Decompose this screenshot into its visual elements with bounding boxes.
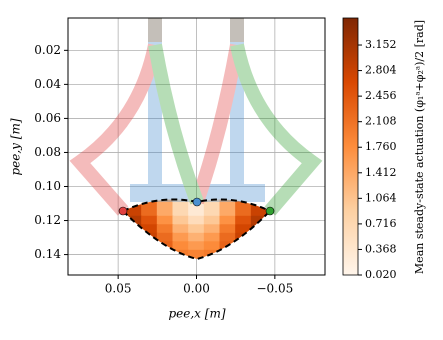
y-tick-label: 0.06 xyxy=(34,111,61,125)
colorbar-tick-label: 2.456 xyxy=(365,89,397,102)
heat-cell xyxy=(250,249,270,259)
heat-cell xyxy=(219,199,237,217)
y-tick-label: 0.08 xyxy=(34,145,61,159)
heat-cell xyxy=(141,215,158,226)
colorbar xyxy=(342,17,359,276)
heat-cell xyxy=(235,215,252,226)
x-tick-label: 0.05 xyxy=(105,282,132,296)
colorbar-tick-label: 0.020 xyxy=(365,268,397,281)
heat-cell xyxy=(203,232,221,243)
robot-overlay xyxy=(69,18,323,216)
heat-cell xyxy=(172,224,190,234)
heat-cell xyxy=(219,232,237,243)
x-tick-label: 0.00 xyxy=(183,282,210,296)
heat-cell xyxy=(203,199,221,217)
x-tick-label: −0.05 xyxy=(256,282,293,296)
colorbar-tick-label: 3.152 xyxy=(365,38,397,51)
heat-cell xyxy=(156,215,174,226)
heat-cell xyxy=(203,241,221,251)
heat-cell xyxy=(172,232,190,243)
heat-cell xyxy=(141,241,158,251)
heat-cell xyxy=(235,241,252,251)
heat-cell xyxy=(188,224,205,234)
heat-cell xyxy=(156,249,174,259)
heat-cell xyxy=(141,224,158,234)
right-joint xyxy=(265,206,275,216)
heat-cell xyxy=(188,232,205,243)
y-tick-label: 0.04 xyxy=(34,77,61,91)
heat-cell xyxy=(172,241,190,251)
y-tick-label: 0.10 xyxy=(34,179,61,193)
heat-cell xyxy=(203,224,221,234)
heat-cell xyxy=(156,199,174,217)
heat-cell xyxy=(123,232,143,243)
center-joint xyxy=(192,197,202,207)
heat-cell xyxy=(235,249,252,259)
y-tick-label: 0.12 xyxy=(34,213,61,227)
y-axis-label: pee,y [m] xyxy=(9,118,23,175)
heat-cell xyxy=(235,224,252,234)
left-joint xyxy=(118,206,128,216)
heat-cell xyxy=(219,224,237,234)
colorbar-tick-label: 0.716 xyxy=(365,217,397,230)
y-tick-label: 0.14 xyxy=(34,247,61,261)
colorbar-tick-label: 1.412 xyxy=(365,166,397,179)
colorbar-tick-label: 0.368 xyxy=(365,242,397,255)
heat-cell xyxy=(188,215,205,226)
y-tick-label: 0.02 xyxy=(34,43,61,57)
heat-cell xyxy=(141,249,158,259)
heat-cell xyxy=(250,241,270,251)
heat-cell xyxy=(172,215,190,226)
heat-cell xyxy=(219,215,237,226)
heat-cell xyxy=(123,241,143,251)
colorbar-tick-label: 1.760 xyxy=(365,140,397,153)
heat-cell xyxy=(188,241,205,251)
heat-cell xyxy=(250,224,270,234)
heat-cell xyxy=(250,232,270,243)
heat-cell xyxy=(188,249,205,259)
colorbar-tick-label: 2.108 xyxy=(365,115,397,128)
heat-cell xyxy=(123,249,143,259)
heat-cell xyxy=(156,224,174,234)
heat-cell xyxy=(219,249,237,259)
heatmap xyxy=(123,199,270,259)
heat-cell xyxy=(235,199,252,217)
heat-cell xyxy=(172,199,190,217)
heat-cell xyxy=(156,232,174,243)
heat-cell xyxy=(203,215,221,226)
x-axis-label: pee,x [m] xyxy=(168,307,225,321)
colorbar-label: Mean steady-state actuation (φ₁ᵃ+φ₂ᵃ)/2 … xyxy=(413,20,426,274)
colorbar-tick-label: 1.064 xyxy=(365,191,397,204)
colorbar-tick-label: 2.804 xyxy=(365,64,397,77)
